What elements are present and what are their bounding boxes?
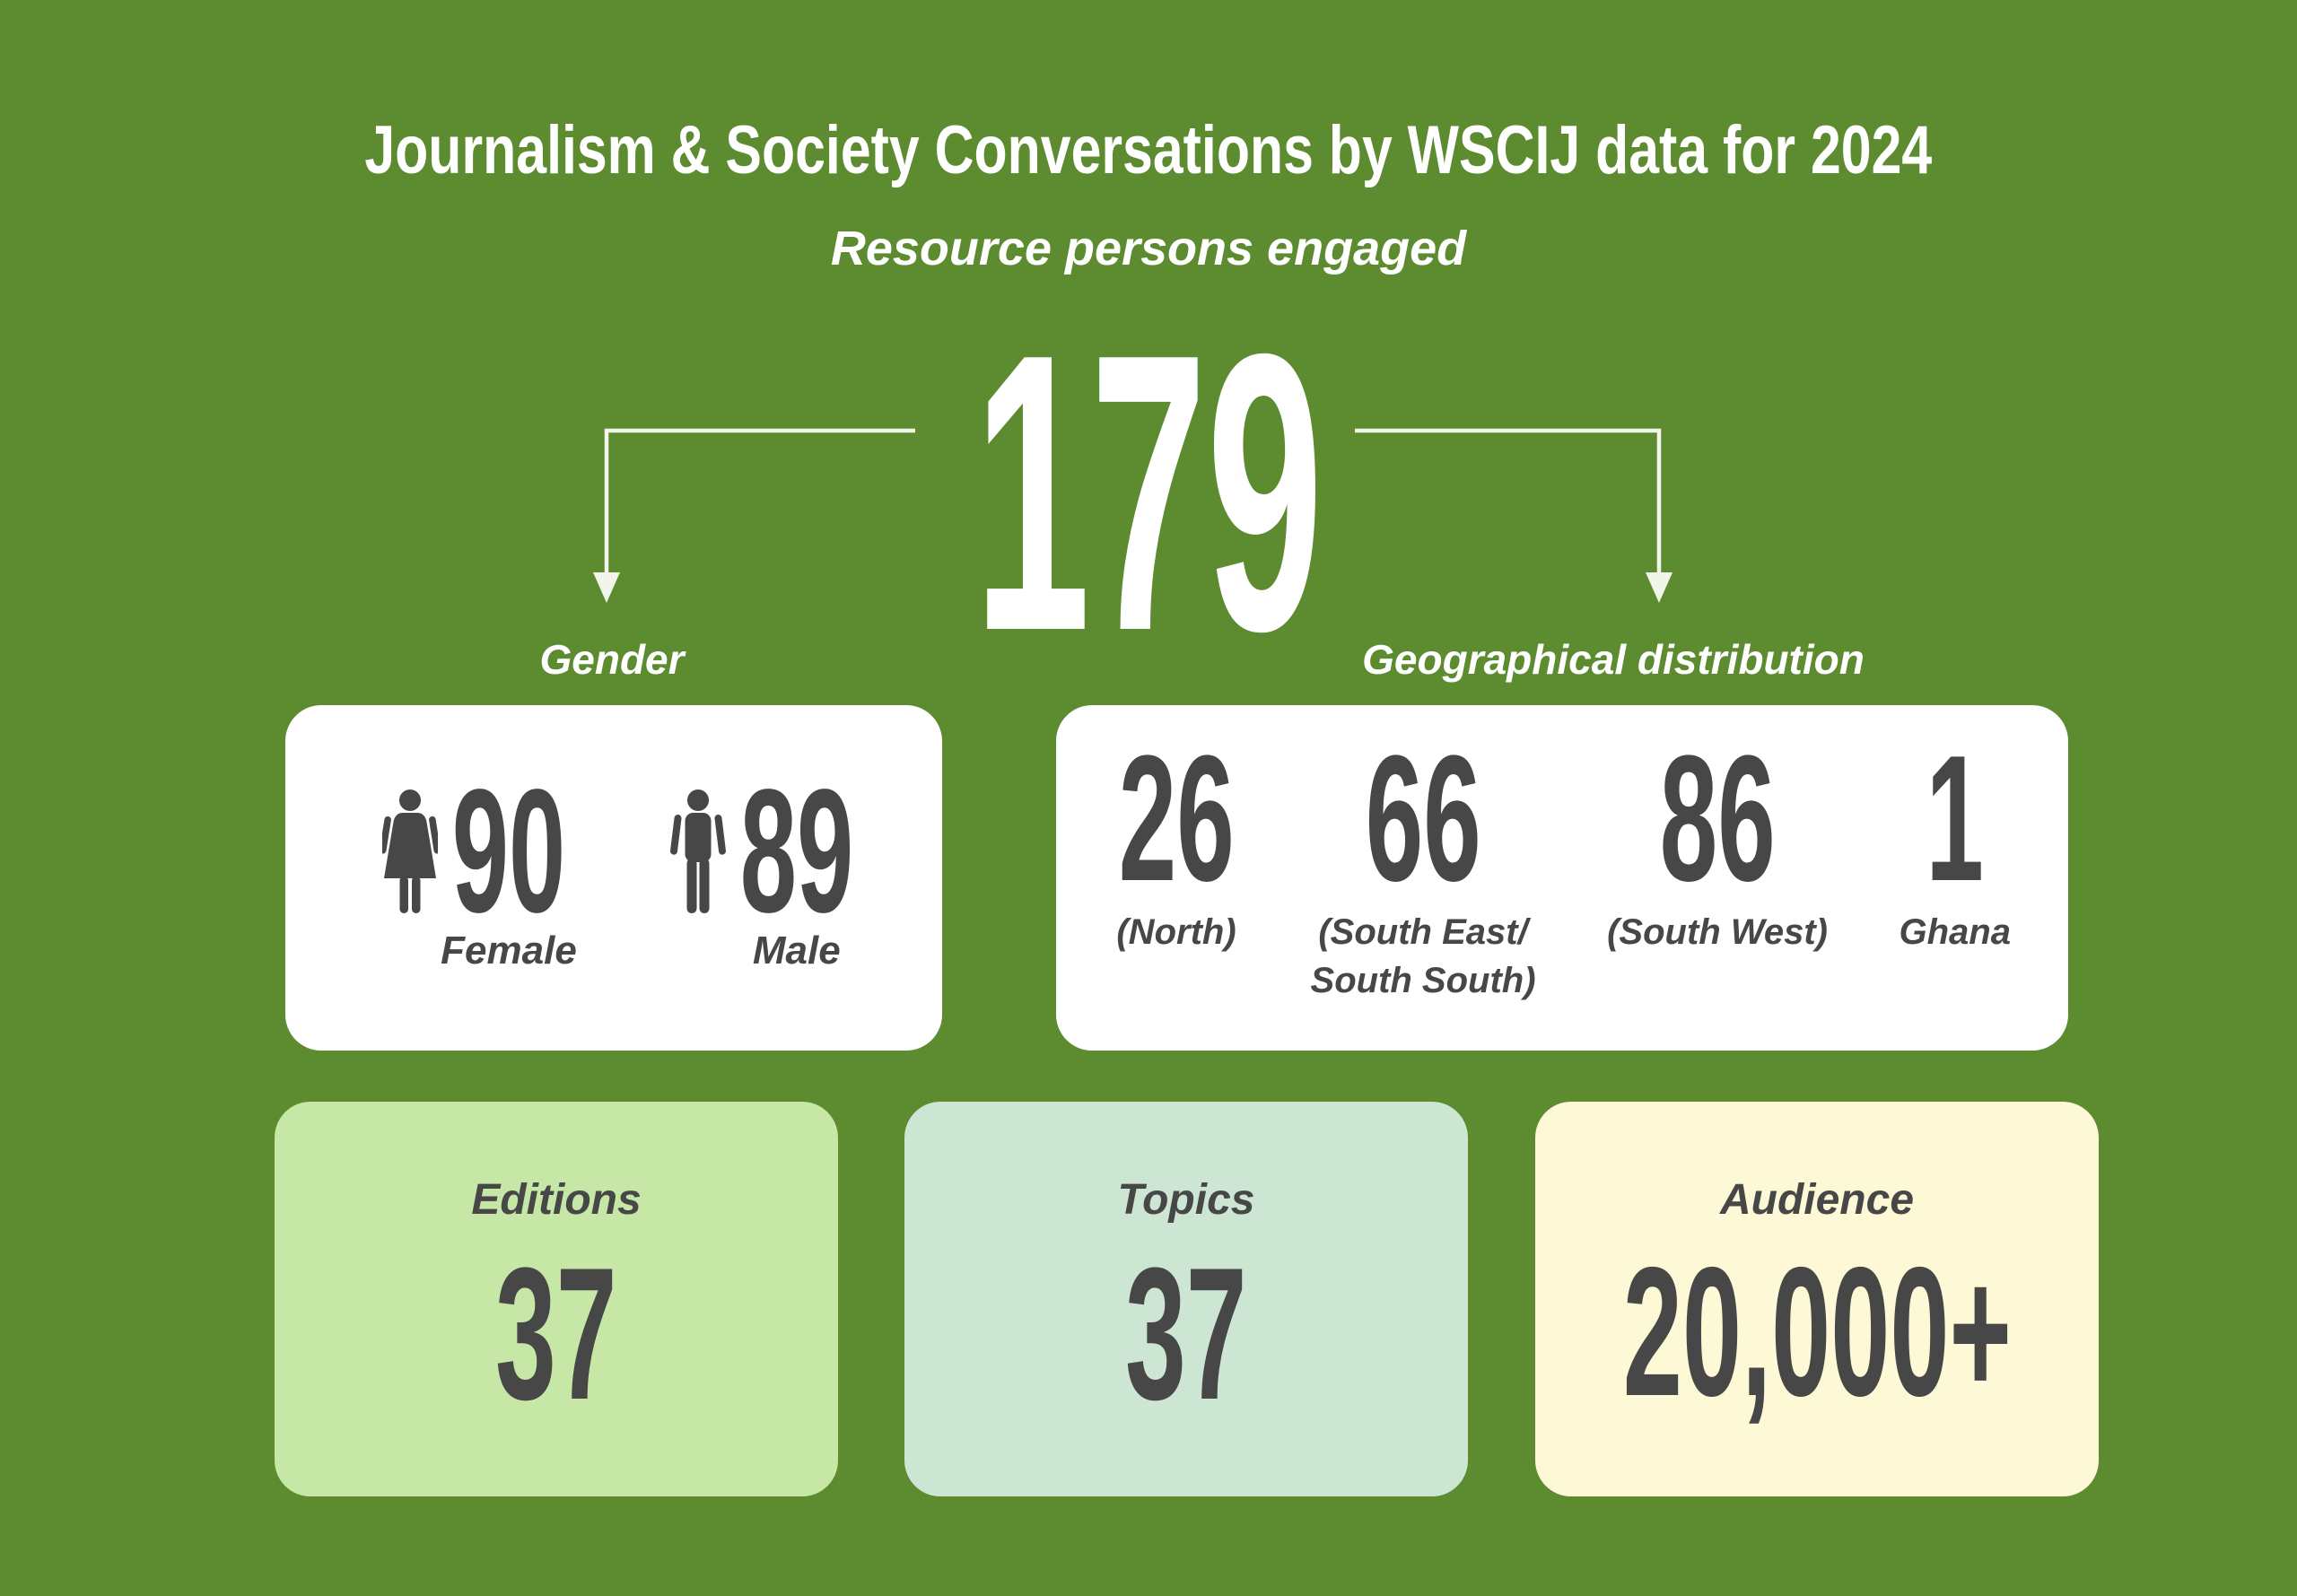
north-label: (North): [1116, 912, 1236, 952]
audience-title: Audience: [1719, 1176, 1915, 1224]
topics-title: Topics: [1117, 1176, 1255, 1224]
female-label: Female: [441, 929, 577, 972]
geography-section-label: Geographical distribution: [1362, 636, 1865, 683]
geo-stat-southeast-southsouth: 66 (South East/ South South): [1310, 719, 1536, 1005]
geo-stat-ghana: 1 Ghana: [1899, 719, 2011, 956]
page-title: Journalism & Society Conversations by WS…: [364, 112, 1933, 188]
female-icon: [381, 789, 438, 913]
gender-section-label: Gender: [539, 636, 685, 683]
geo-stat-north: 26 (North): [1114, 719, 1239, 956]
right-arrow-line: [1355, 428, 1662, 574]
gender-stat-female: 90 Female: [372, 753, 577, 972]
gender-stat-male: 89 Male: [669, 753, 855, 972]
female-count: 90: [451, 753, 566, 949]
gender-card: 90 Female 89 Male: [285, 705, 942, 1051]
ghana-label: Ghana: [1899, 912, 2011, 952]
ghana-count: 1: [1926, 719, 1985, 919]
total-resource-persons-value: 179: [974, 273, 1323, 713]
north-count: 26: [1118, 719, 1235, 919]
geography-card: 26 (North) 66 (South East/ South South) …: [1056, 705, 2068, 1051]
southeast-southsouth-label: (South East/ South South): [1310, 912, 1536, 1000]
editions-title: Editions: [471, 1176, 642, 1224]
topics-value: 37: [1125, 1228, 1247, 1439]
editions-value: 37: [495, 1228, 617, 1439]
southwest-count: 86: [1659, 719, 1776, 919]
male-icon: [669, 789, 726, 913]
southeast-southsouth-count: 66: [1365, 719, 1481, 919]
geo-stat-southwest: 86 (South West): [1607, 719, 1828, 956]
male-count: 89: [739, 753, 854, 949]
stat-card-topics: Topics 37: [904, 1102, 1468, 1496]
page-subtitle: Resource persons engaged: [830, 222, 1467, 275]
southwest-label: (South West): [1607, 912, 1828, 952]
stat-card-editions: Editions 37: [275, 1102, 838, 1496]
left-arrow-line: [604, 428, 915, 574]
stat-card-audience: Audience 20,000+: [1535, 1102, 2099, 1496]
right-arrow-head: [1646, 572, 1673, 603]
male-label: Male: [752, 929, 841, 972]
audience-value: 20,000+: [1622, 1229, 2012, 1435]
left-arrow-head: [593, 572, 620, 603]
